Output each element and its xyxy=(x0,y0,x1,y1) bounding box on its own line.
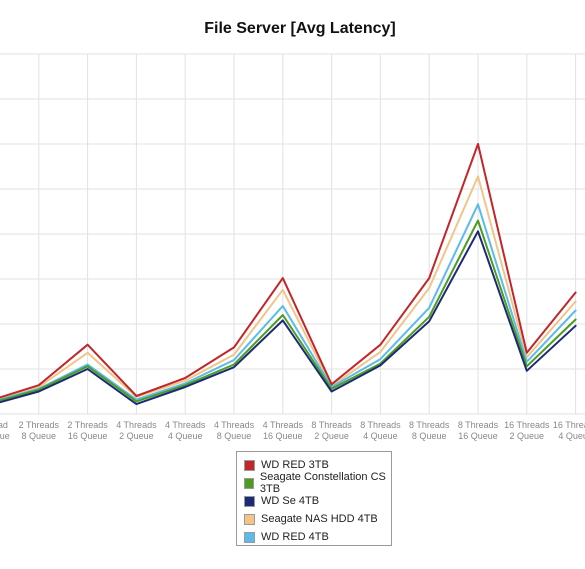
x-tick-label: 8 Threads 16 Queue xyxy=(458,420,499,441)
x-tick-label: 4 Threads 8 Queue xyxy=(214,420,255,441)
legend-swatch xyxy=(244,495,255,507)
x-tick-label: 2 Threads 16 Queue xyxy=(67,420,108,441)
legend-swatch xyxy=(244,531,255,543)
x-tick-label: 4 Threads 16 Queue xyxy=(263,420,304,441)
legend-item: Seagate Constellation CS 3TB xyxy=(244,471,391,495)
x-tick-label: 2 Threads 8 Queue xyxy=(19,420,60,441)
legend-swatch xyxy=(244,477,254,489)
series-line-seagate-constellation-cs-3tb xyxy=(0,219,577,403)
x-tick-label: 1 Thread16 Queue xyxy=(0,420,10,441)
x-tick-label: 4 Threads 2 Queue xyxy=(116,420,157,441)
chart-legend: WD RED 3TB Seagate Constellation CS 3TB WD… xyxy=(236,451,392,546)
series-line-wd-red-4tb xyxy=(0,203,577,401)
legend-item: WD RED 4TB xyxy=(244,528,391,546)
x-tick-label: 8 Threads 8 Queue xyxy=(409,420,450,441)
x-tick-label: 4 Threads 4 Queue xyxy=(165,420,206,441)
x-tick-label: 16 Threads 2 Queue xyxy=(504,420,550,441)
series-line-wd-red-3tb xyxy=(0,143,577,399)
legend-swatch xyxy=(244,459,255,471)
legend-label: WD RED 4TB xyxy=(261,531,329,543)
series-line-wd-se-4tb xyxy=(0,230,577,406)
chart-title: File Server [Avg Latency] xyxy=(204,20,396,37)
x-tick-label: 8 Threads 2 Queue xyxy=(311,420,352,441)
series-line-seagate-nas-hdd-4tb xyxy=(0,175,577,400)
legend-item: Seagate NAS HDD 4TB xyxy=(244,510,391,528)
legend-item: WD RED 3TB xyxy=(244,456,391,474)
legend-label: Seagate NAS HDD 4TB xyxy=(261,513,378,525)
legend-label: WD Se 4TB xyxy=(261,495,320,507)
legend-label: Seagate Constellation CS 3TB xyxy=(259,471,386,495)
x-tick-label: 8 Threads 4 Queue xyxy=(360,420,401,441)
legend-item: WD Se 4TB xyxy=(244,492,391,510)
legend-label: WD RED 3TB xyxy=(261,459,329,471)
legend-swatch xyxy=(244,513,255,525)
